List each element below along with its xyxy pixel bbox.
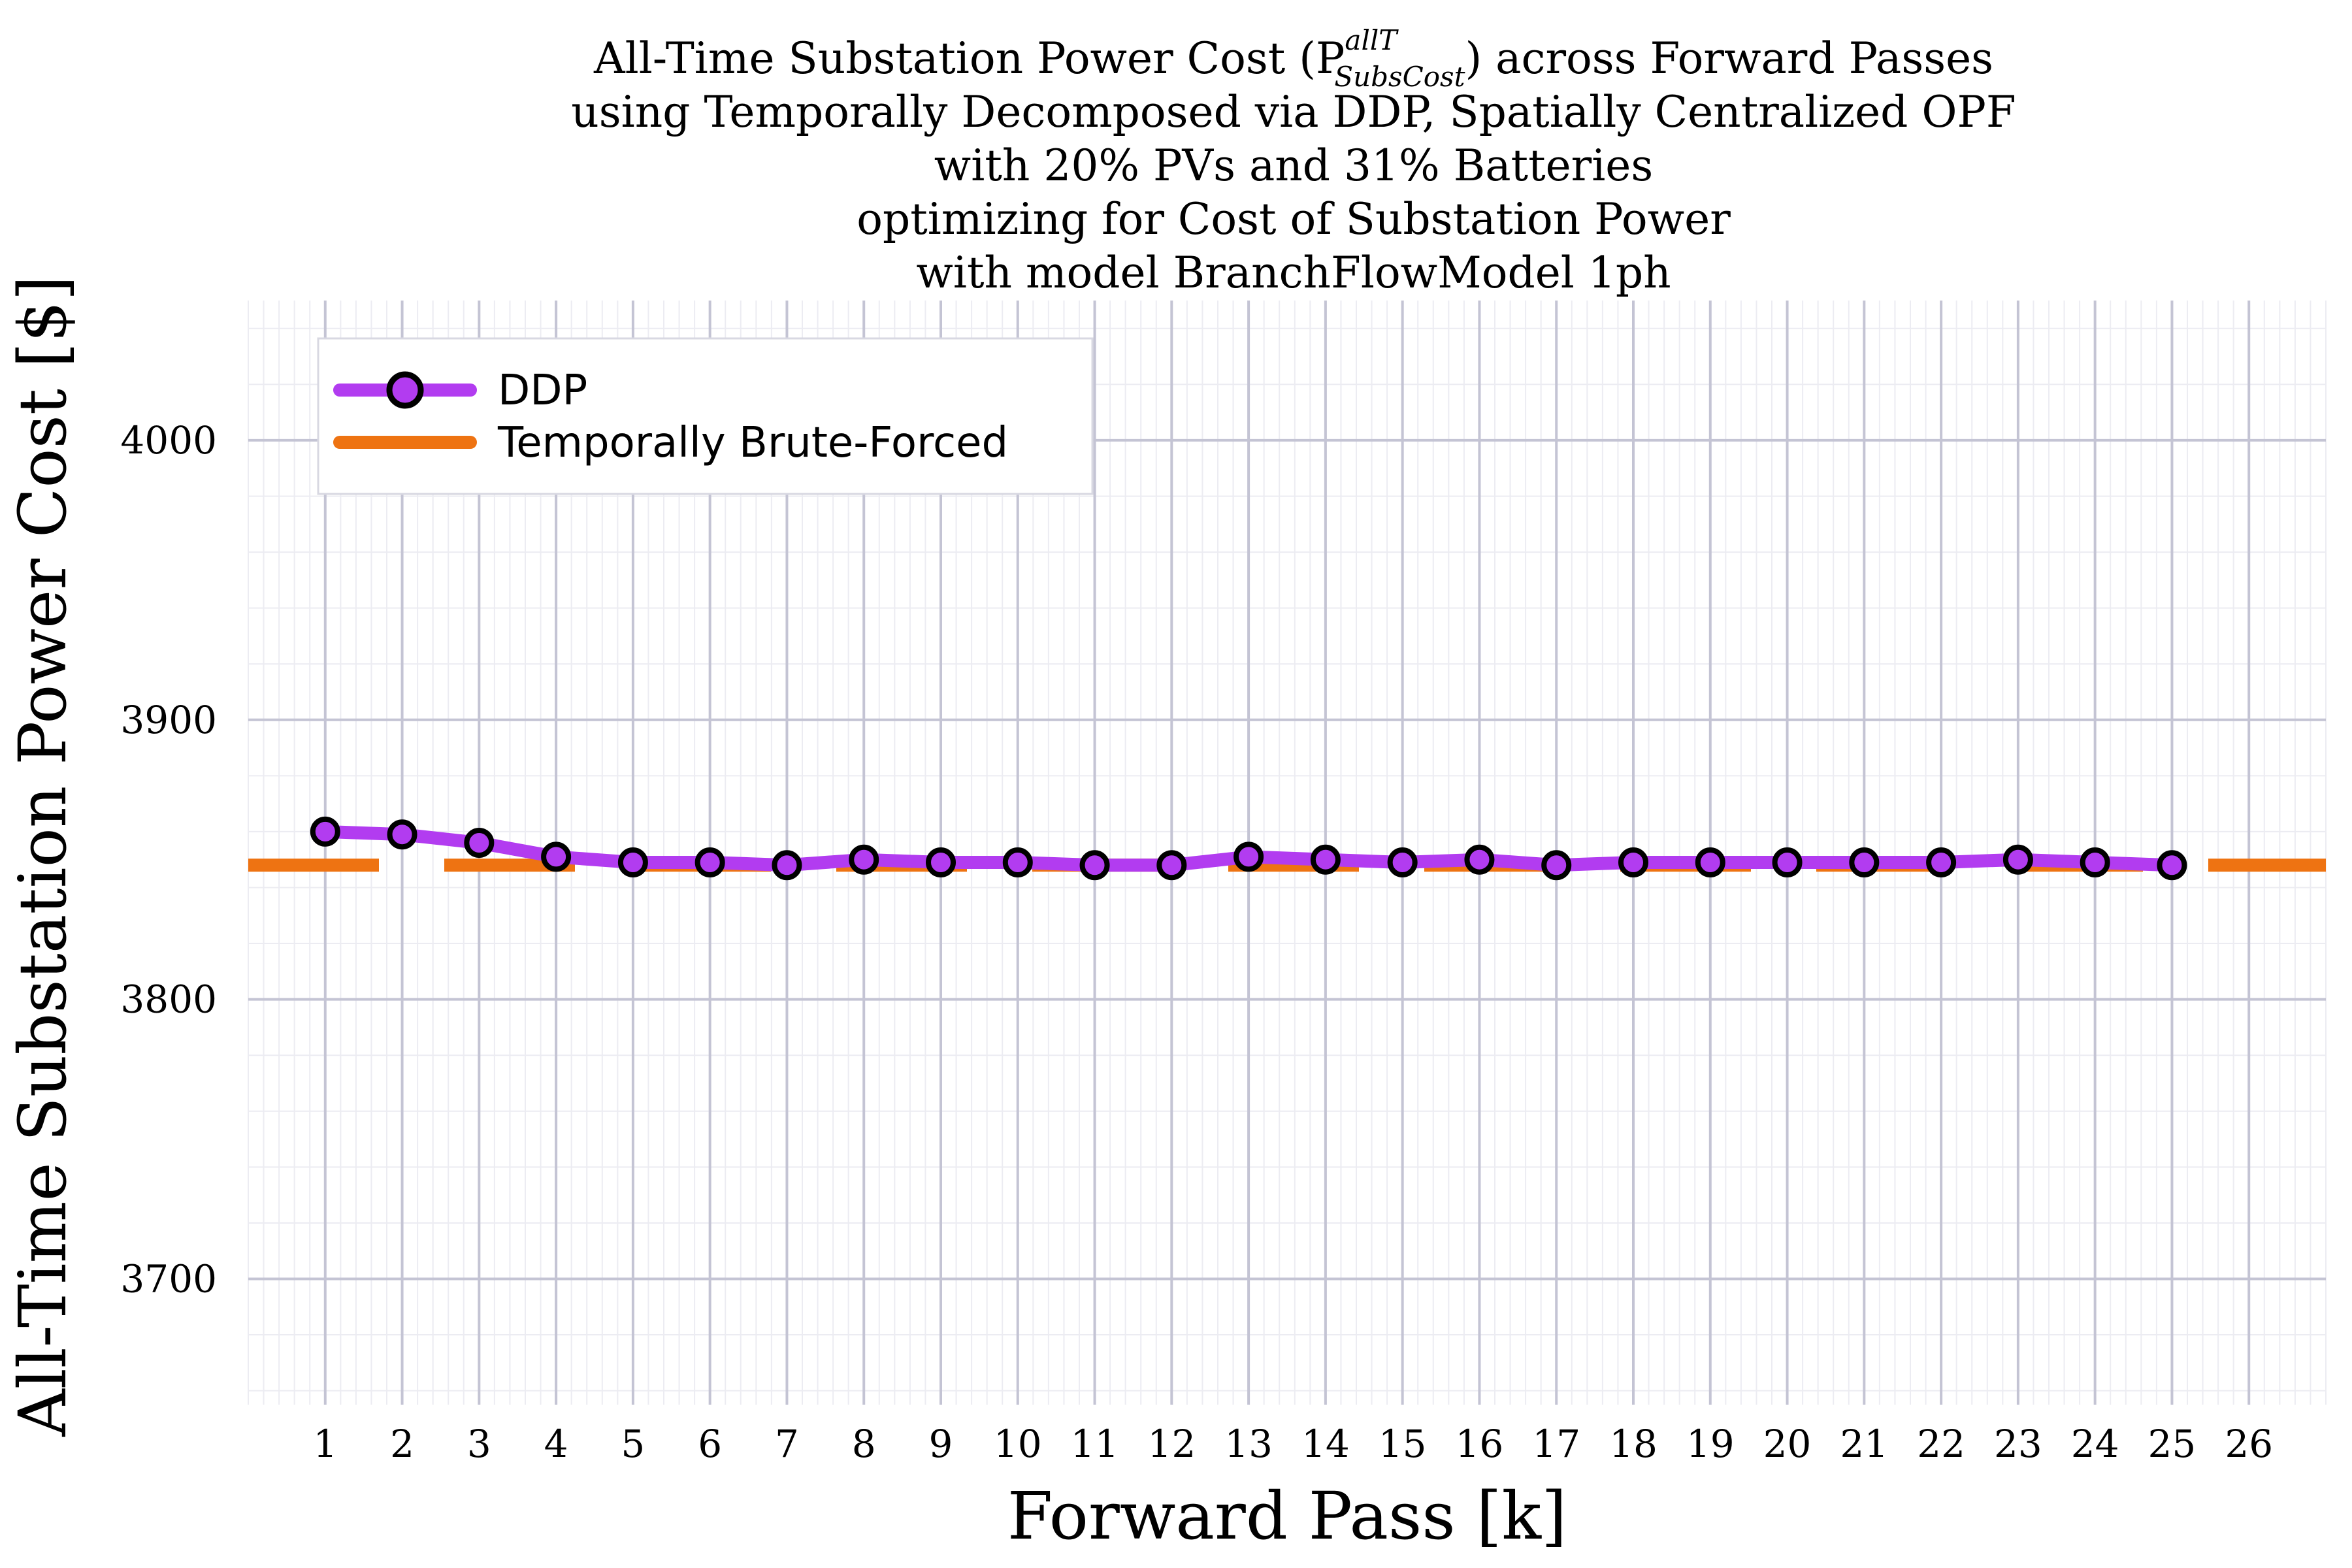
ddp-point xyxy=(1156,850,1187,881)
x-tick-label: 15 xyxy=(1379,1422,1427,1466)
x-tick-label: 19 xyxy=(1686,1422,1735,1466)
title-line-1: All-Time Substation Power Cost (PallT Sub… xyxy=(593,24,1993,93)
x-tick-label: 23 xyxy=(1994,1422,2042,1466)
ddp-point xyxy=(2002,844,2033,875)
ddp-point xyxy=(772,850,802,881)
ddp-point xyxy=(926,847,956,877)
x-tick-label: 13 xyxy=(1224,1422,1273,1466)
ddp-point xyxy=(1002,847,1033,877)
x-tick-label: 6 xyxy=(698,1422,722,1466)
y-tick-label: 4000 xyxy=(120,418,217,463)
ddp-point xyxy=(1618,847,1648,877)
ddp-point xyxy=(1695,847,1725,877)
series-layer xyxy=(248,816,2326,881)
x-tick-label: 26 xyxy=(2225,1422,2273,1466)
ddp-point xyxy=(1233,841,1264,872)
ddp-point xyxy=(2080,847,2110,877)
ddp-point xyxy=(387,819,417,850)
x-tick-label: 25 xyxy=(2148,1422,2197,1466)
x-tick-label: 17 xyxy=(1532,1422,1580,1466)
ddp-point xyxy=(1079,850,1110,881)
y-axis-label: All-Time Substation Power Cost [$] xyxy=(5,276,81,1437)
ddp-point xyxy=(849,844,879,875)
x-tick-label: 1 xyxy=(313,1422,337,1466)
y-tick-label: 3900 xyxy=(120,698,217,742)
x-axis-label: Forward Pass [k] xyxy=(1007,1478,1567,1554)
x-tick-label: 3 xyxy=(467,1422,491,1466)
y-tick-labels: 3700 3800 3900 4000 xyxy=(120,418,217,1301)
title-line-3: with 20% PVs and 31% Batteries xyxy=(934,140,1654,191)
ddp-point xyxy=(1772,847,1803,877)
title-symbol-subscript: SubsCost xyxy=(1334,61,1465,93)
x-tick-label: 20 xyxy=(1763,1422,1812,1466)
x-tick-label: 24 xyxy=(2071,1422,2119,1466)
ddp-point xyxy=(694,847,725,877)
x-tick-label: 22 xyxy=(1917,1422,1965,1466)
ddp-point xyxy=(1464,844,1495,875)
legend-label-brute-forced: Temporally Brute-Forced xyxy=(497,419,1008,467)
title-line-4: optimizing for Cost of Substation Power xyxy=(857,194,1731,244)
ddp-point xyxy=(1541,850,1572,881)
y-tick-label: 3800 xyxy=(120,977,217,1022)
x-tick-label: 9 xyxy=(929,1422,953,1466)
ddp-point xyxy=(1310,844,1341,875)
x-tick-label: 18 xyxy=(1609,1422,1658,1466)
ddp-point xyxy=(617,847,648,877)
ddp-point xyxy=(1926,847,1957,877)
ddp-point xyxy=(464,828,495,858)
legend-ddp-swatch-marker xyxy=(386,371,424,409)
ddp-point xyxy=(541,841,572,872)
ddp-point xyxy=(1387,847,1418,877)
axis-labels: Forward Pass [k] All-Time Substation Powe… xyxy=(5,276,1567,1554)
legend-label-ddp: DDP xyxy=(498,367,587,415)
x-tick-label: 10 xyxy=(994,1422,1042,1466)
ddp-point xyxy=(310,816,340,847)
chart-title: All-Time Substation Power Cost (PallT Sub… xyxy=(571,24,2016,298)
x-tick-label: 14 xyxy=(1301,1422,1350,1466)
x-tick-label: 7 xyxy=(775,1422,799,1466)
title-line-5: with model BranchFlowModel 1ph xyxy=(916,248,1671,298)
ddp-point xyxy=(2157,850,2187,881)
legend-box xyxy=(317,337,1094,495)
title-line-2: using Temporally Decomposed via DDP, Spa… xyxy=(571,87,2016,137)
x-tick-label: 8 xyxy=(852,1422,876,1466)
title-symbol-superscript: allT xyxy=(1345,24,1399,56)
x-tick-label: 11 xyxy=(1071,1422,1119,1466)
x-tick-label: 2 xyxy=(390,1422,414,1466)
x-tick-label: 16 xyxy=(1456,1422,1504,1466)
x-tick-label: 12 xyxy=(1147,1422,1196,1466)
y-tick-label: 3700 xyxy=(120,1256,217,1301)
x-tick-labels: 1 2 3 4 5 6 7 8 9 10 11 12 13 14 15 16 17 18 19 20 21 22 23 24 2… xyxy=(313,1422,2273,1466)
ddp-point xyxy=(1849,847,1880,877)
x-tick-label: 5 xyxy=(621,1422,645,1466)
x-tick-label: 21 xyxy=(1840,1422,1888,1466)
x-tick-label: 4 xyxy=(544,1422,568,1466)
